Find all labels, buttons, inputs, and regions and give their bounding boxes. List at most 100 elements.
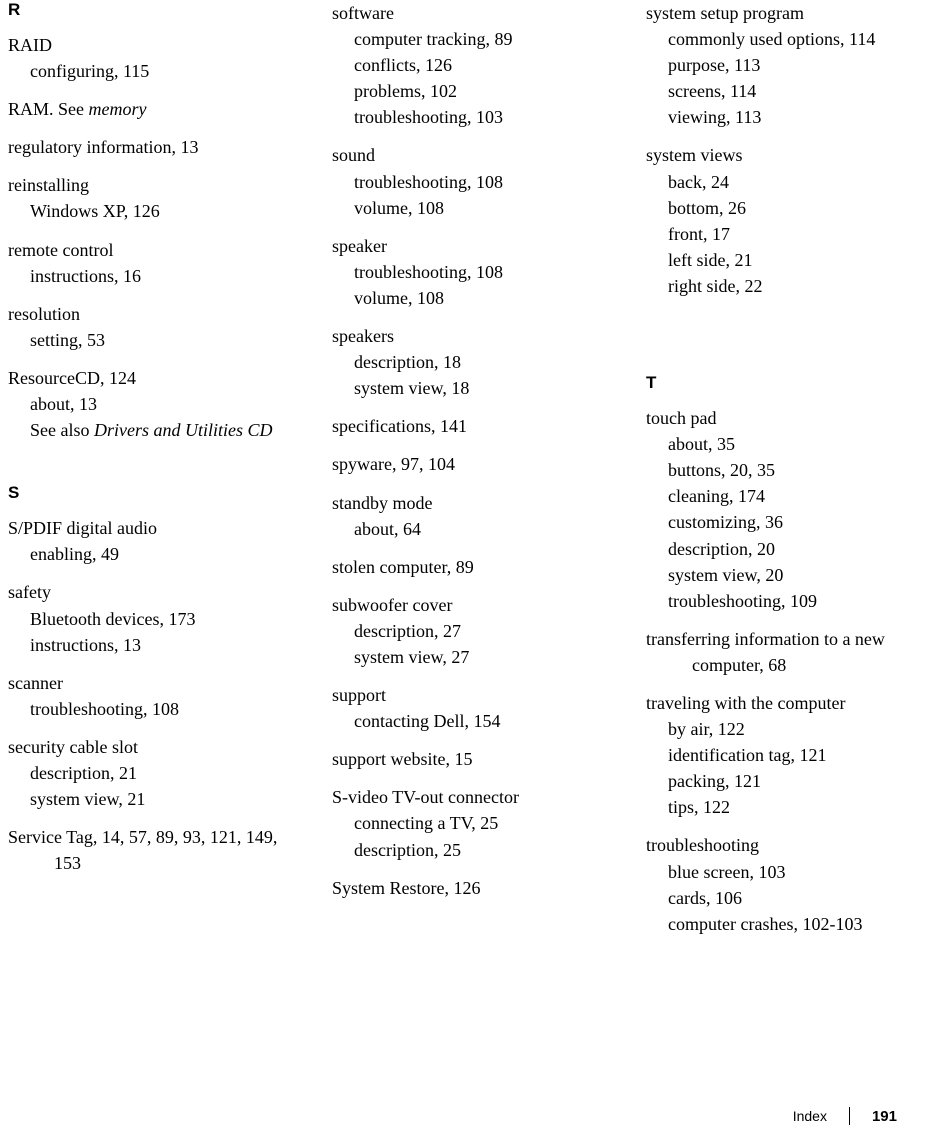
entry-main: System Restore, 126 bbox=[332, 875, 622, 901]
entry-sub: troubleshooting, 108 bbox=[8, 696, 308, 722]
entry-spyware: spyware, 97, 104 bbox=[332, 451, 622, 477]
entry-service-tag: Service Tag, 14, 57, 89, 93, 121, 149, 1… bbox=[8, 824, 308, 876]
entry-raid: RAID configuring, 115 bbox=[8, 32, 308, 84]
entry-ram: RAM. See memory bbox=[8, 96, 308, 122]
entry-standby-mode: standby mode about, 64 bbox=[332, 490, 622, 542]
entry-support-website: support website, 15 bbox=[332, 746, 622, 772]
entry-main: sound bbox=[332, 142, 622, 168]
entry-sub: volume, 108 bbox=[332, 285, 622, 311]
text: RAM. See bbox=[8, 99, 89, 119]
entry-main: reinstalling bbox=[8, 172, 308, 198]
entry-main: troubleshooting bbox=[646, 832, 925, 858]
entry-troubleshooting: troubleshooting blue screen, 103 cards, … bbox=[646, 832, 925, 936]
entry-reinstalling: reinstalling Windows XP, 126 bbox=[8, 172, 308, 224]
entry-main: stolen computer, 89 bbox=[332, 554, 622, 580]
entry-software: software computer tracking, 89 conflicts… bbox=[332, 0, 622, 130]
entry-sub: buttons, 20, 35 bbox=[646, 457, 925, 483]
entry-sub: volume, 108 bbox=[332, 195, 622, 221]
entry-speaker: speaker troubleshooting, 108 volume, 108 bbox=[332, 233, 622, 311]
text: See also bbox=[30, 420, 94, 440]
entry-main: system setup program bbox=[646, 0, 925, 26]
entry-sub: purpose, 113 bbox=[646, 52, 925, 78]
entry-sub: right side, 22 bbox=[646, 273, 925, 299]
entry-sub: about, 64 bbox=[332, 516, 622, 542]
entry-sub: description, 25 bbox=[332, 837, 622, 863]
entry-main: software bbox=[332, 0, 622, 26]
entry-scanner: scanner troubleshooting, 108 bbox=[8, 670, 308, 722]
entry-system-views: system views back, 24 bottom, 26 front, … bbox=[646, 142, 925, 299]
entry-sub: problems, 102 bbox=[332, 78, 622, 104]
entry-stolen-computer: stolen computer, 89 bbox=[332, 554, 622, 580]
entry-main: support bbox=[332, 682, 622, 708]
entry-sub: Bluetooth devices, 173 bbox=[8, 606, 308, 632]
entry-support: support contacting Dell, 154 bbox=[332, 682, 622, 734]
entry-specifications: specifications, 141 bbox=[332, 413, 622, 439]
entry-sub: description, 18 bbox=[332, 349, 622, 375]
entry-sub: front, 17 bbox=[646, 221, 925, 247]
text-italic: memory bbox=[89, 99, 147, 119]
entry-sub: back, 24 bbox=[646, 169, 925, 195]
footer-label: Index bbox=[793, 1108, 827, 1124]
entry-sub: cards, 106 bbox=[646, 885, 925, 911]
entry-main: safety bbox=[8, 579, 308, 605]
entry-sub: packing, 121 bbox=[646, 768, 925, 794]
entry-sub: See also Drivers and Utilities CD bbox=[8, 417, 308, 443]
section-letter-r: R bbox=[8, 0, 308, 20]
entry-sub: bottom, 26 bbox=[646, 195, 925, 221]
entry-sub: instructions, 16 bbox=[8, 263, 308, 289]
entry-main: remote control bbox=[8, 237, 308, 263]
entry-sub: configuring, 115 bbox=[8, 58, 308, 84]
entry-sub: identification tag, 121 bbox=[646, 742, 925, 768]
entry-svideo: S-video TV-out connector connecting a TV… bbox=[332, 784, 622, 862]
entry-main: regulatory information, 13 bbox=[8, 134, 308, 160]
entry-main: support website, 15 bbox=[332, 746, 622, 772]
entry-sub: description, 27 bbox=[332, 618, 622, 644]
section-letter-s: S bbox=[8, 483, 308, 503]
entry-main-wrap: transferring information to a new comput… bbox=[646, 626, 925, 678]
entry-system-restore: System Restore, 126 bbox=[332, 875, 622, 901]
entry-sub: troubleshooting, 108 bbox=[332, 259, 622, 285]
footer-page-number: 191 bbox=[872, 1108, 897, 1125]
entry-main: speaker bbox=[332, 233, 622, 259]
entry-sub: Windows XP, 126 bbox=[8, 198, 308, 224]
entry-sub: screens, 114 bbox=[646, 78, 925, 104]
entry-sub: computer tracking, 89 bbox=[332, 26, 622, 52]
entry-regulatory: regulatory information, 13 bbox=[8, 134, 308, 160]
column-1: R RAID configuring, 115 RAM. See memory … bbox=[8, 0, 308, 949]
columns: R RAID configuring, 115 RAM. See memory … bbox=[0, 0, 925, 949]
entry-main: standby mode bbox=[332, 490, 622, 516]
entry-sub: viewing, 113 bbox=[646, 104, 925, 130]
entry-sub: enabling, 49 bbox=[8, 541, 308, 567]
entry-sub: description, 20 bbox=[646, 536, 925, 562]
entry-sub: customizing, 36 bbox=[646, 509, 925, 535]
footer-separator bbox=[849, 1107, 850, 1125]
entry-main: RAID bbox=[8, 32, 308, 58]
entry-sub: left side, 21 bbox=[646, 247, 925, 273]
entry-sub: system view, 21 bbox=[8, 786, 308, 812]
entry-sub: troubleshooting, 108 bbox=[332, 169, 622, 195]
entry-sub: computer crashes, 102-103 bbox=[646, 911, 925, 937]
entry-sub: cleaning, 174 bbox=[646, 483, 925, 509]
entry-resolution: resolution setting, 53 bbox=[8, 301, 308, 353]
entry-sub: contacting Dell, 154 bbox=[332, 708, 622, 734]
entry-main: ResourceCD, 124 bbox=[8, 365, 308, 391]
entry-main: resolution bbox=[8, 301, 308, 327]
section-letter-t: T bbox=[646, 373, 925, 393]
entry-speakers: speakers description, 18 system view, 18 bbox=[332, 323, 622, 401]
text-italic: Drivers and Utilities CD bbox=[94, 420, 273, 440]
entry-safety: safety Bluetooth devices, 173 instructio… bbox=[8, 579, 308, 657]
entry-main: subwoofer cover bbox=[332, 592, 622, 618]
entry-sub: by air, 122 bbox=[646, 716, 925, 742]
entry-subwoofer-cover: subwoofer cover description, 27 system v… bbox=[332, 592, 622, 670]
entry-sub: setting, 53 bbox=[8, 327, 308, 353]
entry-traveling: traveling with the computer by air, 122 … bbox=[646, 690, 925, 820]
entry-main: S/PDIF digital audio bbox=[8, 515, 308, 541]
entry-sub: troubleshooting, 103 bbox=[332, 104, 622, 130]
entry-main-wrap: Service Tag, 14, 57, 89, 93, 121, 149, 1… bbox=[8, 824, 308, 876]
entry-sub: connecting a TV, 25 bbox=[332, 810, 622, 836]
entry-main: specifications, 141 bbox=[332, 413, 622, 439]
entry-sub: about, 35 bbox=[646, 431, 925, 457]
entry-main: S-video TV-out connector bbox=[332, 784, 622, 810]
entry-main: RAM. See memory bbox=[8, 96, 308, 122]
entry-sub: system view, 20 bbox=[646, 562, 925, 588]
